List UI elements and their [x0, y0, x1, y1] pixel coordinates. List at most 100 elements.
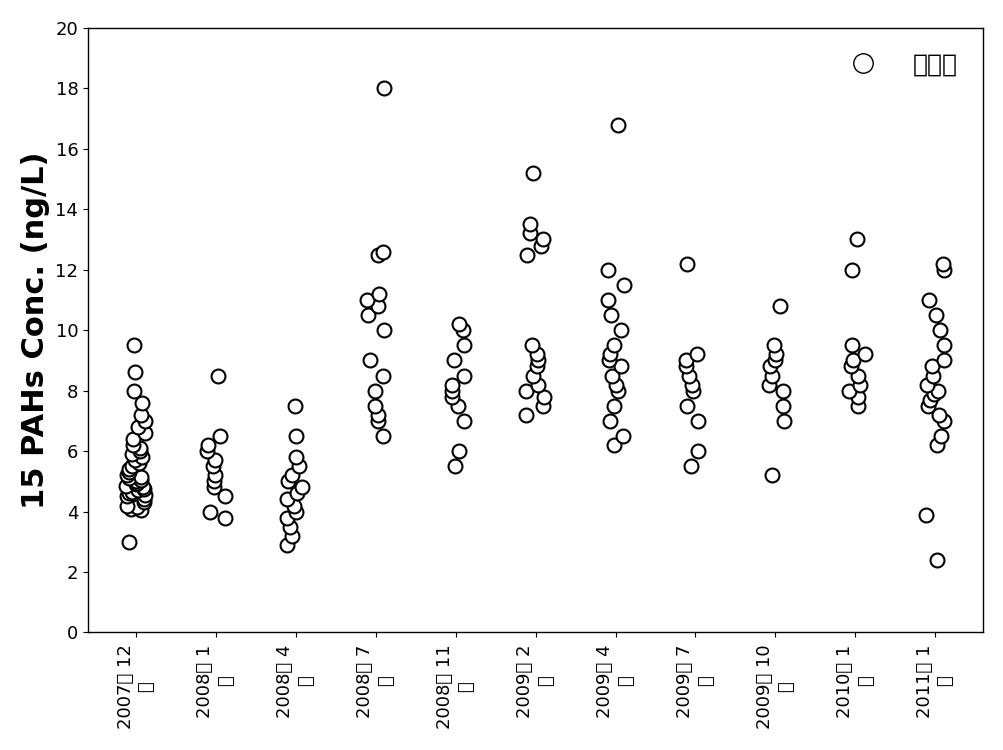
Point	[525, 370, 541, 382]
Y-axis label: 15 PAHs Conc. (ng/L): 15 PAHs Conc. (ng/L)	[21, 152, 50, 509]
Point	[369, 415, 385, 427]
Point	[689, 348, 705, 360]
Point	[845, 355, 861, 367]
Point	[118, 480, 134, 492]
Point	[374, 245, 390, 257]
Point	[530, 379, 546, 391]
Point	[120, 466, 136, 478]
Point	[133, 452, 149, 464]
Point	[443, 385, 459, 397]
Point	[135, 494, 151, 506]
Point	[763, 370, 779, 382]
Point	[605, 439, 621, 451]
Point	[120, 464, 136, 476]
Point	[288, 506, 304, 518]
Point	[131, 442, 147, 454]
Point	[844, 339, 860, 351]
Point	[288, 430, 304, 442]
Point	[126, 339, 142, 351]
Point	[602, 309, 618, 321]
Point	[124, 433, 140, 445]
Point	[760, 379, 776, 391]
Point	[118, 470, 134, 482]
Point	[922, 394, 938, 406]
Point	[935, 339, 951, 351]
Point	[850, 391, 866, 403]
Point	[677, 355, 693, 367]
Point	[850, 400, 866, 412]
Point	[530, 355, 546, 367]
Point	[446, 460, 462, 472]
Point	[679, 258, 695, 270]
Point	[771, 300, 787, 312]
Point	[123, 503, 139, 515]
Point	[118, 490, 134, 502]
Point	[935, 415, 951, 427]
Point	[920, 294, 936, 306]
Point	[600, 355, 616, 367]
Point	[600, 264, 616, 276]
Point	[766, 355, 782, 367]
Point	[535, 233, 551, 245]
Point	[852, 379, 868, 391]
Point	[376, 82, 392, 94]
Point	[761, 361, 777, 373]
Point	[923, 361, 939, 373]
Point	[370, 288, 386, 300]
Point	[613, 324, 629, 336]
Point	[456, 370, 472, 382]
Point	[367, 385, 383, 397]
Point	[678, 400, 694, 412]
Point	[133, 409, 149, 421]
Point	[287, 400, 303, 412]
Point	[118, 500, 134, 512]
Point	[206, 482, 222, 494]
Point	[935, 258, 951, 270]
Point	[124, 439, 140, 451]
Point	[935, 264, 951, 276]
Point	[134, 397, 150, 409]
Point	[289, 488, 305, 500]
Point	[206, 460, 222, 472]
Point	[207, 476, 223, 488]
Point	[134, 482, 150, 494]
Point	[600, 294, 616, 306]
Point	[128, 478, 144, 490]
Point	[930, 409, 946, 421]
Point	[518, 409, 534, 421]
Point	[137, 427, 153, 439]
Point	[200, 439, 216, 451]
Point	[522, 218, 538, 230]
Point	[917, 509, 933, 520]
Point	[929, 385, 945, 397]
Point	[774, 385, 790, 397]
Point	[604, 370, 620, 382]
Point	[443, 379, 459, 391]
Point	[601, 415, 617, 427]
Point	[128, 501, 144, 513]
Point	[533, 239, 549, 251]
Point	[529, 361, 545, 373]
Point	[127, 454, 143, 466]
Point	[121, 536, 137, 548]
Point	[612, 361, 628, 373]
Point	[133, 474, 149, 486]
Point	[684, 385, 700, 397]
Point	[375, 430, 391, 442]
Point	[286, 500, 302, 512]
Point	[614, 430, 630, 442]
Point	[132, 471, 148, 483]
Point	[370, 248, 386, 260]
Point	[449, 400, 465, 412]
Point	[126, 385, 142, 397]
Point	[280, 476, 296, 488]
Point	[850, 370, 866, 382]
Point	[202, 506, 218, 518]
Point	[217, 490, 233, 502]
Point	[928, 439, 944, 451]
Point	[279, 494, 295, 506]
Point	[522, 227, 538, 239]
Point	[359, 309, 375, 321]
Point	[124, 460, 140, 472]
Point	[856, 348, 872, 360]
